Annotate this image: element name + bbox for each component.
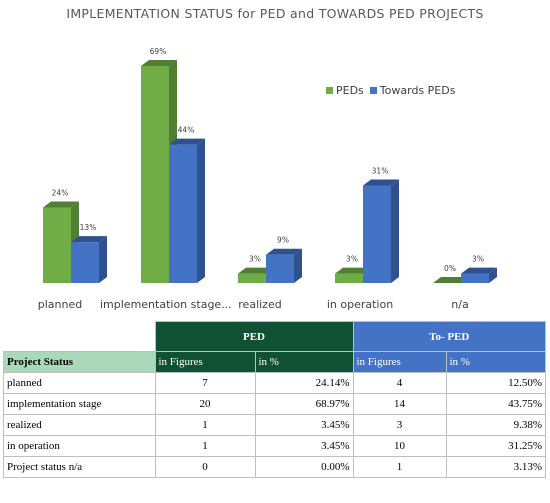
bar-towards-peds-implementation-side [197, 138, 205, 283]
bar-towards-peds-na [461, 273, 489, 283]
status-cell: planned [3, 372, 156, 394]
tped-figures-cell: 10 [352, 435, 447, 457]
ped-percent-cell: 0.00% [254, 456, 354, 478]
legend-label-peds: PEDs [336, 84, 364, 97]
data-label-peds-realized: 3% [249, 255, 261, 264]
bar-chart: 24% 13% 69% 44% 3% 9% 3% 31% 0% 3% [43, 47, 497, 283]
tped-percent-cell: 43.75% [445, 393, 546, 415]
table-group-header-row: PED To- PED [4, 321, 546, 352]
status-cell: Project status n/a [3, 456, 156, 478]
tped-percent-header: in % [445, 351, 546, 373]
chart-title: IMPLEMENTATION STATUS for PED and TOWARD… [66, 6, 484, 21]
bar-towards-peds-planned-side [99, 236, 107, 283]
bar-peds-implementation-top [141, 60, 177, 66]
legend-label-towards-peds: Towards PEDs [379, 84, 456, 97]
table-row: realized 1 3.45% 3 9.38% [3, 414, 546, 436]
table-row: implementation stage 20 68.97% 14 43.75% [3, 393, 546, 415]
ped-figures-cell: 7 [154, 372, 256, 394]
ped-figures-cell: 20 [154, 393, 256, 415]
data-label-peds-na: 0% [444, 264, 456, 273]
table-sub-header-row: Project Status in Figures in % in Figure… [3, 351, 546, 373]
bar-towards-peds-planned [71, 242, 99, 283]
project-status-header: Project Status [3, 351, 156, 373]
status-table: PED To- PED Project Status in Figures in… [3, 321, 546, 478]
status-cell: implementation stage [3, 393, 156, 415]
bar-peds-planned-top [43, 201, 79, 208]
category-label-realized: realized [238, 298, 282, 311]
category-label-na: n/a [451, 298, 469, 311]
data-label-towards-peds-in-operation: 31% [372, 167, 389, 176]
bar-peds-in-operation-top [335, 267, 371, 274]
bar-towards-peds-in-operation-top [363, 179, 399, 186]
bar-peds-realized [238, 273, 266, 283]
ped-percent-cell: 24.14% [254, 372, 354, 394]
category-label-implementation: implementation stage... [100, 298, 232, 311]
bar-peds-planned [43, 207, 71, 283]
tped-percent-cell: 12.50% [445, 372, 546, 394]
category-label-planned: planned [37, 298, 83, 311]
bar-towards-peds-realized [266, 254, 294, 283]
table-corner [4, 322, 156, 352]
bar-towards-peds-na-side [489, 267, 497, 283]
ped-group-header: PED [154, 321, 354, 352]
ped-figures-cell: 1 [154, 435, 256, 457]
data-label-peds-in-operation: 3% [346, 255, 358, 264]
bar-peds-realized-top [238, 267, 274, 274]
data-label-peds-implementation: 69% [150, 47, 167, 56]
data-label-towards-peds-planned: 13% [80, 223, 97, 232]
tped-figures-cell: 1 [352, 456, 447, 478]
table-row: planned 7 24.14% 4 12.50% [3, 372, 546, 394]
tped-group-header: To- PED [352, 321, 546, 352]
chart-legend: PEDs Towards PEDs [326, 84, 461, 97]
category-label-in-operation: in operation [326, 298, 394, 311]
status-cell: in operation [3, 435, 156, 457]
ped-figures-cell: 0 [154, 456, 256, 478]
ped-percent-cell: 3.45% [254, 435, 354, 457]
table-row: in operation 1 3.45% 10 31.25% [3, 435, 546, 457]
tped-percent-cell: 9.38% [445, 414, 546, 436]
bar-towards-peds-realized-side [294, 248, 302, 283]
legend-item-peds: PEDs [326, 84, 364, 97]
data-label-towards-peds-implementation: 44% [178, 126, 195, 135]
bar-towards-peds-na-top [461, 267, 497, 274]
tped-percent-cell: 31.25% [445, 435, 546, 457]
tped-percent-cell: 3.13% [445, 456, 546, 478]
bar-towards-peds-implementation [169, 144, 197, 283]
tped-figures-cell: 4 [352, 372, 447, 394]
ped-percent-cell: 68.97% [254, 393, 354, 415]
bar-towards-peds-realized-top [266, 248, 302, 255]
bar-peds-in-operation [335, 273, 363, 283]
data-label-towards-peds-na: 3% [472, 255, 484, 264]
ped-figures-cell: 1 [154, 414, 256, 436]
legend-item-towards-peds: Towards PEDs [369, 84, 456, 97]
bar-towards-peds-planned-top [71, 236, 107, 243]
tped-figures-cell: 3 [352, 414, 447, 436]
bar-peds-implementation [141, 66, 169, 283]
ped-percent-cell: 3.45% [254, 414, 354, 436]
tped-figures-cell: 14 [352, 393, 447, 415]
bar-towards-peds-implementation-top [169, 138, 205, 145]
table-row: Project status n/a 0 0.00% 1 3.13% [3, 456, 546, 478]
tped-figures-header: in Figures [352, 351, 447, 373]
bar-towards-peds-in-operation-side [391, 179, 399, 283]
bar-peds-na-top [433, 277, 469, 283]
legend-swatch-towards-peds [369, 87, 377, 94]
legend-swatch-peds [326, 87, 333, 94]
data-label-towards-peds-realized: 9% [277, 236, 289, 245]
bar-towards-peds-in-operation [363, 185, 391, 283]
data-label-peds-planned: 24% [52, 189, 69, 198]
status-cell: realized [3, 414, 156, 436]
ped-figures-header: in Figures [154, 351, 256, 373]
ped-percent-header: in % [254, 351, 354, 373]
